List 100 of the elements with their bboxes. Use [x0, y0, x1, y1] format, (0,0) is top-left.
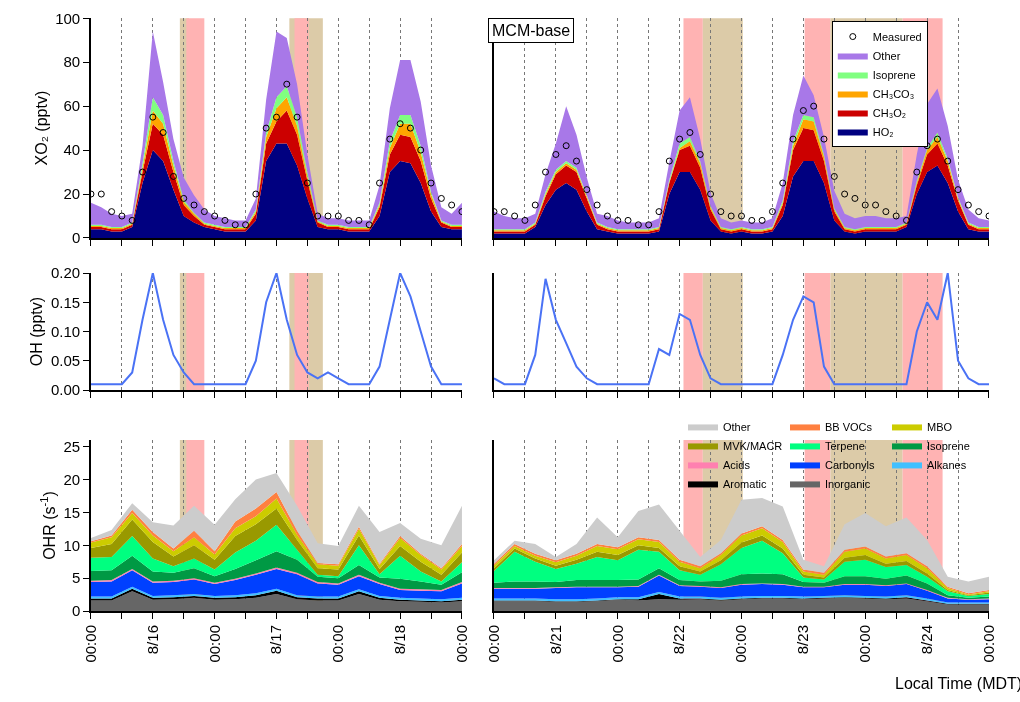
legend-label: CH₃O₂ [872, 106, 906, 119]
point [593, 201, 601, 209]
x-tick-label: 8/16 [143, 625, 161, 655]
x-tick-label: 00:00 [81, 625, 99, 663]
y-tick-label: 0.10 [51, 322, 81, 340]
point [841, 190, 849, 198]
point [345, 216, 353, 224]
y-tick-label: 0 [71, 229, 81, 247]
point [386, 135, 394, 143]
x-tick-label: 00:00 [329, 625, 347, 663]
point [252, 190, 260, 198]
legend-label: BB VOCs [824, 420, 873, 433]
point [417, 146, 425, 154]
point [97, 190, 105, 198]
y-tick-label: 0.00 [51, 381, 81, 399]
legend-label: Other [872, 49, 901, 62]
x-tick-label: 00:00 [452, 625, 470, 663]
y-tick-label: 0.20 [51, 264, 81, 282]
point [820, 135, 828, 143]
point [707, 190, 715, 198]
y-axis-title: OH (pptv) [28, 296, 46, 367]
point [830, 172, 838, 180]
point [655, 208, 663, 216]
y-tick-label: 60 [63, 97, 81, 115]
point [624, 216, 632, 224]
point [686, 129, 694, 137]
point [180, 194, 188, 202]
point [149, 113, 157, 121]
point [448, 201, 456, 209]
point [799, 107, 807, 115]
point [779, 179, 787, 187]
legend-label: Acids [722, 458, 751, 471]
point [283, 80, 291, 88]
x-tick-label: 8/17 [267, 625, 285, 655]
annotation: MCM-base [492, 22, 571, 39]
x-tick-label: 00:00 [732, 625, 750, 663]
point [717, 208, 725, 216]
point [169, 172, 177, 180]
point [954, 186, 962, 194]
x-tick-label: 00:00 [979, 625, 997, 663]
point [872, 201, 880, 209]
point [603, 212, 611, 220]
point [211, 212, 219, 220]
point [128, 216, 136, 224]
y-tick-label: 40 [63, 141, 81, 159]
point [272, 113, 280, 121]
point [159, 129, 167, 137]
point [437, 194, 445, 202]
point [634, 221, 642, 229]
point [531, 201, 539, 209]
legend-label: Measured [872, 30, 922, 43]
point [242, 221, 250, 229]
point [396, 120, 404, 128]
y-tick-label: 0 [71, 602, 81, 620]
point [293, 113, 301, 121]
point [583, 186, 591, 194]
legend-label: Carbonyls [824, 458, 876, 471]
point [851, 194, 859, 202]
point [964, 201, 972, 209]
point [562, 142, 570, 150]
point [696, 150, 704, 158]
y-tick-label: 80 [63, 53, 81, 71]
point [324, 212, 332, 220]
x-tick-label: 00:00 [856, 625, 874, 663]
legend-label: CH₃CO₃ [872, 87, 915, 100]
point [861, 201, 869, 209]
point [314, 212, 322, 220]
y-axis-title: XO₂ (pptv) [32, 90, 50, 166]
point [789, 135, 797, 143]
point [572, 157, 580, 165]
point [882, 208, 890, 216]
point [665, 157, 673, 165]
legend-label: Isoprene [872, 68, 916, 81]
point [737, 212, 745, 220]
point [552, 150, 560, 158]
point [376, 179, 384, 187]
legend-label: HO₂ [872, 125, 894, 138]
legend-label: Aromatic [722, 477, 767, 490]
point [108, 208, 116, 216]
legend-label: Inorganic [824, 477, 871, 490]
y-tick-label: 100 [55, 9, 81, 27]
y-tick-label: 5 [71, 569, 81, 587]
point [500, 208, 508, 216]
point [303, 179, 311, 187]
point [727, 212, 735, 220]
point [975, 208, 983, 216]
legend-label: MVK/MACR [722, 439, 783, 452]
x-tick-label: 8/21 [546, 625, 564, 655]
point [511, 212, 519, 220]
x-tick-label: 00:00 [484, 625, 502, 663]
y-tick-label: 0.15 [51, 293, 81, 311]
point [944, 157, 952, 165]
y-tick-label: 0.05 [51, 352, 81, 370]
line-series [90, 273, 462, 386]
x-tick-label: 00:00 [608, 625, 626, 663]
y-tick-label: 20 [63, 185, 81, 203]
point [231, 221, 239, 229]
point [334, 212, 342, 220]
point [902, 216, 910, 224]
point [427, 179, 435, 187]
